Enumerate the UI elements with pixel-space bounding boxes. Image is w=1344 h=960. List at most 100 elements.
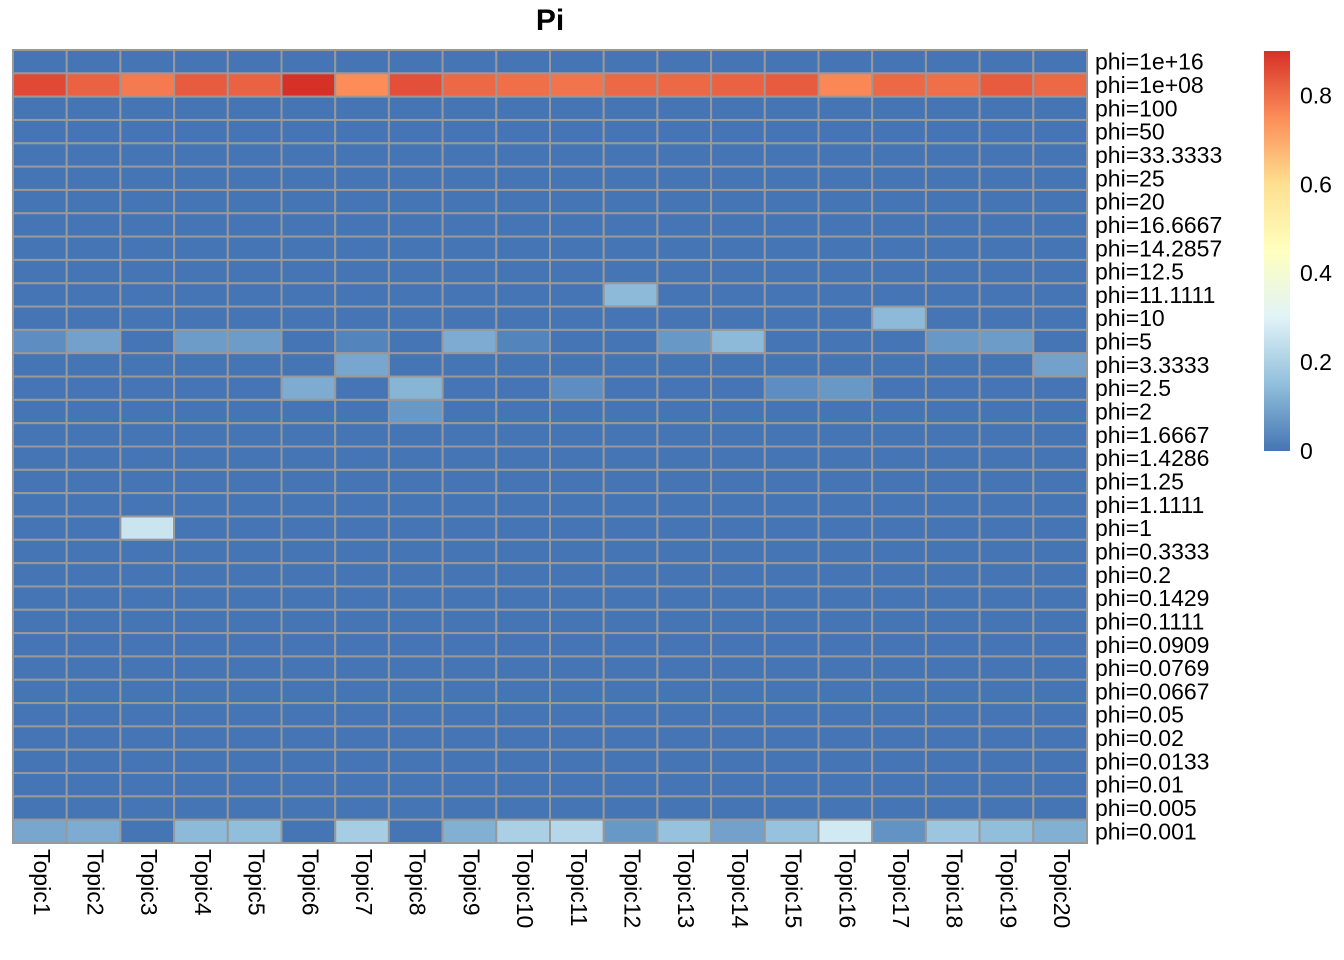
heatmap-cell: [334, 655, 390, 681]
heatmap-cell: [334, 772, 390, 798]
heatmap-cell: [65, 678, 122, 705]
colorbar-gradient: [1264, 51, 1290, 451]
heatmap-cell: [549, 305, 605, 331]
heatmap-cell: [656, 352, 713, 378]
heatmap-cell: [387, 118, 444, 145]
heatmap-cell: [495, 328, 551, 355]
heatmap-cell: [817, 142, 874, 168]
heatmap-cell: [280, 375, 337, 401]
heatmap-cell: [871, 445, 927, 471]
colorbar-tick-label: 0.6: [1300, 171, 1332, 197]
heatmap-cell: [495, 305, 551, 331]
heatmap-cell: [710, 445, 766, 471]
heatmap-cell: [924, 562, 981, 588]
heatmap-cell: [710, 492, 766, 518]
heatmap-cell: [119, 212, 176, 238]
heatmap-cell: [280, 352, 337, 378]
heatmap-cell: [817, 118, 874, 145]
heatmap-cell: [978, 492, 1035, 518]
heatmap-cell: [656, 258, 713, 285]
heatmap-cell: [119, 632, 176, 658]
heatmap-cell: [871, 492, 927, 518]
heatmap-cell: [495, 562, 551, 588]
heatmap-cell: [871, 655, 927, 681]
heatmap-cell: [441, 678, 498, 705]
heatmap-cell: [334, 49, 390, 75]
heatmap-cell: [495, 492, 551, 518]
heatmap-cell: [119, 142, 176, 168]
heatmap-cell: [441, 468, 498, 495]
heatmap-cell: [924, 235, 981, 261]
heatmap-cell: [549, 468, 605, 495]
heatmap-cell: [226, 445, 283, 471]
heatmap-cell: [763, 678, 820, 705]
column-label: Topic19: [995, 849, 1021, 928]
heatmap-cell: [1032, 608, 1089, 635]
heatmap-cell: [12, 608, 68, 635]
heatmap-cell: [978, 398, 1035, 425]
heatmap-cell: [226, 702, 283, 728]
heatmap-cell: [441, 608, 498, 635]
column-label: Topic16: [834, 849, 860, 928]
heatmap-cell: [924, 352, 981, 378]
heatmap-cell: [602, 235, 659, 261]
heatmap-cell: [817, 188, 874, 215]
heatmap-cell: [280, 165, 337, 191]
heatmap-cell: [871, 678, 927, 705]
heatmap-cell: [763, 352, 820, 378]
heatmap-cell: [817, 585, 874, 611]
heatmap-cell: [924, 632, 981, 658]
heatmap-cell: [12, 118, 68, 145]
heatmap-cell: [656, 235, 713, 261]
heatmap-cell: [173, 258, 229, 285]
heatmap-cell: [656, 702, 713, 728]
heatmap-cell: [280, 282, 337, 308]
heatmap-cell: [334, 422, 390, 448]
heatmap-cell: [978, 282, 1035, 308]
heatmap-cell: [763, 188, 820, 215]
heatmap-cell: [495, 212, 551, 238]
row-label: phi=12.5: [1095, 259, 1184, 285]
heatmap-cell: [978, 632, 1035, 658]
heatmap-cell: [978, 702, 1035, 728]
heatmap-cell: [602, 375, 659, 401]
heatmap-cell: [549, 95, 605, 121]
heatmap-cell: [1032, 538, 1089, 565]
heatmap-cell: [1032, 328, 1089, 355]
heatmap-cell: [12, 818, 68, 844]
heatmap-cell: [334, 748, 390, 775]
heatmap-cell: [924, 725, 981, 751]
heatmap-cell: [710, 258, 766, 285]
heatmap-cell: [226, 72, 283, 98]
heatmap-cell: [710, 678, 766, 705]
heatmap-cell: [978, 468, 1035, 495]
heatmap-cell: [495, 49, 551, 75]
heatmap-cell: [710, 725, 766, 751]
column-label: Topic7: [351, 849, 377, 915]
heatmap-cell: [924, 608, 981, 635]
heatmap-cell: [441, 49, 498, 75]
heatmap-cell: [495, 725, 551, 751]
heatmap-cell: [871, 258, 927, 285]
heatmap-cell: [495, 678, 551, 705]
heatmap-cell: [763, 702, 820, 728]
heatmap-cell: [602, 282, 659, 308]
heatmap-cell: [817, 632, 874, 658]
heatmap-cell: [441, 212, 498, 238]
heatmap-cell: [495, 538, 551, 565]
row-label: phi=0.2: [1095, 562, 1171, 588]
heatmap-cell: [978, 305, 1035, 331]
heatmap-cell: [280, 725, 337, 751]
heatmap-cell: [387, 585, 444, 611]
heatmap-cell: [924, 258, 981, 285]
heatmap-cell: [173, 398, 229, 425]
heatmap-cell: [978, 352, 1035, 378]
heatmap-cell: [387, 655, 444, 681]
heatmap-cell: [119, 585, 176, 611]
heatmap-cell: [65, 95, 122, 121]
heatmap-cell: [1032, 515, 1089, 541]
heatmap-cell: [978, 422, 1035, 448]
heatmap-cell: [441, 538, 498, 565]
heatmap-cell: [656, 655, 713, 681]
heatmap-cell: [173, 655, 229, 681]
